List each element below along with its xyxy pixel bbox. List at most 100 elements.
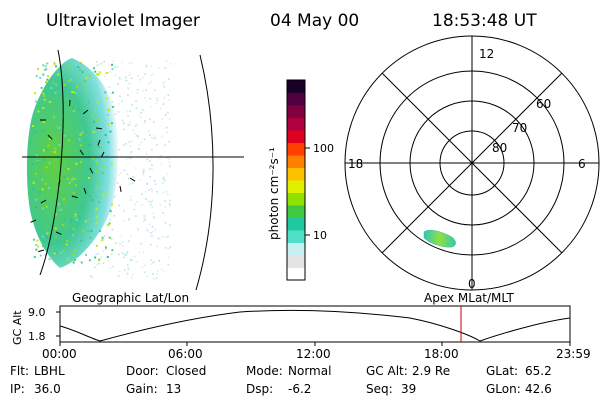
scatter-pixel xyxy=(136,92,139,95)
emission-pixel xyxy=(87,177,90,179)
scatter-pixel xyxy=(129,110,131,113)
emission-pixel xyxy=(84,254,87,256)
altitude-ylabel: GC Alt xyxy=(11,310,24,345)
emission-pixel xyxy=(74,87,77,89)
status-ip-value: 36.0 xyxy=(34,382,61,396)
scatter-pixel xyxy=(96,64,99,67)
scatter-pixel xyxy=(138,144,141,147)
scatter-pixel xyxy=(149,98,152,100)
status-dsp-label: Dsp: xyxy=(246,382,273,396)
scatter-pixel xyxy=(167,111,169,114)
scatter-pixel xyxy=(119,242,121,245)
colorbar-segment xyxy=(287,180,305,193)
emission-pixel xyxy=(95,216,98,219)
scatter-pixel xyxy=(123,169,125,172)
scatter-pixel xyxy=(123,128,125,131)
emission-pixel xyxy=(39,254,42,257)
emission-pixel xyxy=(32,125,34,127)
scatter-pixel xyxy=(141,266,144,269)
emission-pixel xyxy=(111,63,114,66)
emission-pixel xyxy=(89,236,92,239)
scatter-pixel xyxy=(146,228,148,231)
emission-pixel xyxy=(98,144,101,147)
scatter-pixel xyxy=(123,144,125,146)
scatter-pixel xyxy=(159,157,161,159)
emission-pixel xyxy=(42,130,45,133)
emission-pixel xyxy=(46,78,49,81)
emission-pixel xyxy=(46,236,48,238)
scatter-pixel xyxy=(165,236,168,239)
scatter-pixel xyxy=(96,263,98,266)
emission-pixel xyxy=(35,243,38,246)
scatter-pixel xyxy=(169,204,171,207)
scatter-pixel xyxy=(162,181,164,184)
grid-tick xyxy=(47,134,53,140)
scatter-pixel xyxy=(144,190,147,193)
scatter-pixel xyxy=(124,269,126,271)
emission-pixel xyxy=(93,67,96,70)
emission-pixel xyxy=(95,184,98,187)
emission-pixel xyxy=(34,134,37,137)
emission-pixel xyxy=(106,72,109,74)
emission-pixel xyxy=(95,222,98,225)
emission-pixel xyxy=(47,75,49,78)
emission-pixel xyxy=(68,260,70,262)
scatter-pixel xyxy=(130,235,132,238)
status-filter-value: LBHL xyxy=(34,364,65,378)
scatter-pixel xyxy=(118,148,121,151)
scatter-pixel xyxy=(150,188,153,190)
scatter-pixel xyxy=(128,141,130,143)
scatter-pixel xyxy=(127,268,130,271)
emission-pixel xyxy=(80,185,83,188)
scatter-pixel xyxy=(134,203,136,206)
colorbar-segment xyxy=(287,205,305,218)
scatter-pixel xyxy=(103,60,105,63)
scatter-pixel xyxy=(142,89,144,92)
emission-pixel xyxy=(44,68,47,71)
emission-pixel xyxy=(75,162,78,165)
scatter-pixel xyxy=(151,226,154,228)
colorbar-segment xyxy=(287,167,305,181)
emission-pixel xyxy=(78,69,81,72)
scatter-pixel xyxy=(111,228,114,231)
emission-pixel xyxy=(47,187,50,190)
scatter-pixel xyxy=(166,131,168,134)
emission-pixel xyxy=(92,130,95,133)
colorbar-segment xyxy=(287,192,305,206)
scatter-pixel xyxy=(94,266,96,269)
scatter-pixel xyxy=(117,111,120,113)
emission-pixel xyxy=(58,144,61,146)
status-door-value: Closed xyxy=(166,364,206,378)
emission-pixel xyxy=(96,73,99,76)
scatter-pixel xyxy=(125,158,127,161)
scatter-pixel xyxy=(156,97,158,99)
scatter-pixel xyxy=(130,199,132,201)
scatter-pixel xyxy=(167,248,170,250)
emission-pixel xyxy=(53,252,56,255)
emission-pixel xyxy=(75,129,78,132)
grid-tick xyxy=(97,139,101,146)
emission-pixel xyxy=(68,139,71,142)
emission-pixel xyxy=(54,213,57,216)
scatter-pixel xyxy=(169,199,171,202)
scatter-pixel xyxy=(130,277,133,279)
mlt-label-0: 0 xyxy=(468,277,476,291)
scatter-pixel xyxy=(132,176,135,178)
emission-pixel xyxy=(54,227,57,230)
emission-pixel xyxy=(106,256,109,258)
scatter-pixel xyxy=(107,86,110,88)
emission-pixel xyxy=(90,229,93,232)
emission-pixel xyxy=(88,195,91,198)
scatter-pixel xyxy=(153,135,156,137)
emission-pixel xyxy=(54,147,57,150)
scatter-pixel xyxy=(118,77,121,79)
scatter-pixel xyxy=(158,237,161,240)
emission-pixel xyxy=(73,216,76,219)
scatter-pixel xyxy=(96,61,98,63)
altitude-plot: 9.0 1.8 GC Alt 00:00 06:00 12:00 18:00 2… xyxy=(11,305,591,361)
grid-tick xyxy=(83,187,87,194)
emission-pixel xyxy=(35,198,38,201)
scatter-pixel xyxy=(130,195,132,198)
scatter-pixel xyxy=(143,216,146,219)
emission-pixel xyxy=(111,68,114,71)
